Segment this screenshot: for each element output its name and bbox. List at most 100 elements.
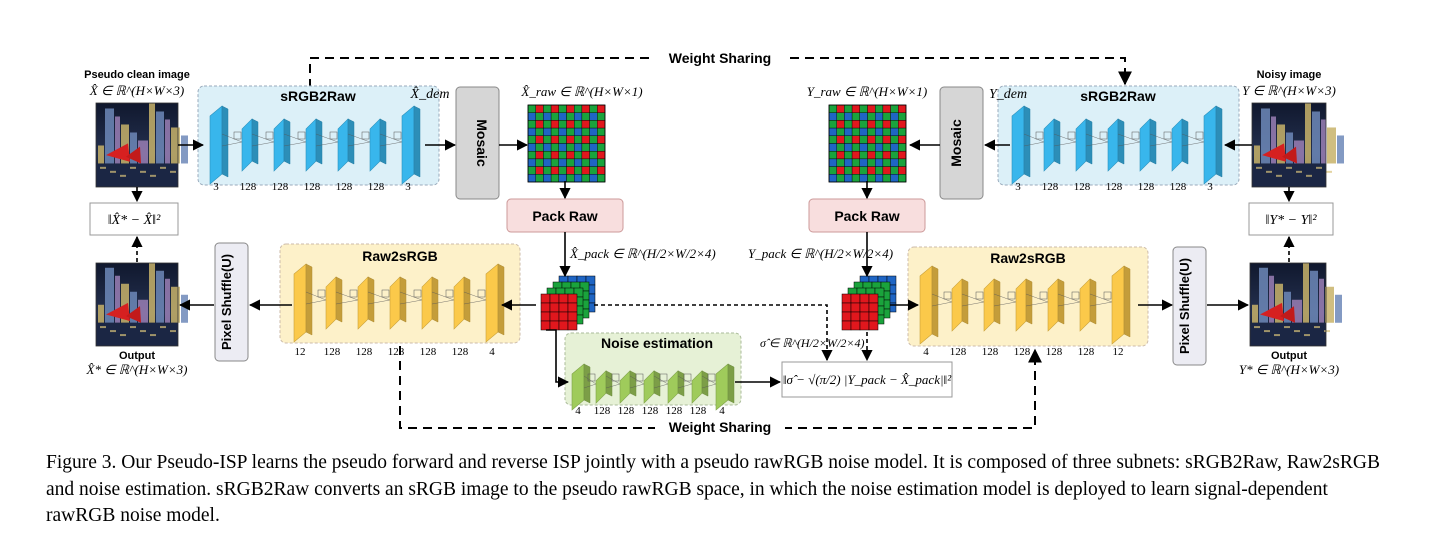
srgb2raw-right-channel-label: 3 xyxy=(1015,181,1021,193)
bayer-cell xyxy=(597,166,606,175)
x-pack-label: X̂_pack ∈ ℝ^(H/2×W/2×4) xyxy=(569,246,716,261)
packed-cell xyxy=(558,302,569,313)
srgb2raw-right-kernel-icon xyxy=(1131,131,1140,140)
left-output-math: X̂* ∈ ℝ^(H×W×3) xyxy=(86,362,188,377)
bayer-cell xyxy=(828,127,837,137)
bayer-cell xyxy=(836,166,845,175)
pseudo-clean-image-title: Pseudo clean image xyxy=(84,69,190,81)
srgb2raw-right-layer-side xyxy=(1117,118,1125,165)
packed-cell xyxy=(567,311,578,322)
bayer-cell xyxy=(867,135,876,144)
bayer-cell xyxy=(574,120,583,129)
bayer-cell xyxy=(867,104,876,113)
packed-cell xyxy=(549,293,560,304)
bayer-cell xyxy=(589,143,598,152)
bayer-cell xyxy=(527,166,536,175)
srgb2raw-right-layer xyxy=(1203,105,1217,185)
bayer-cell xyxy=(890,150,899,160)
bayer-cell xyxy=(890,127,899,137)
bayer-cell xyxy=(581,166,590,175)
bayer-cell xyxy=(566,120,575,129)
raw2srgb-left-channel-label: 128 xyxy=(324,346,341,358)
noise-estimation-layer-side xyxy=(653,370,661,397)
srgb2raw-right-channel-label: 128 xyxy=(1138,181,1155,193)
packed-tensor-right xyxy=(841,275,897,331)
bayer-cell xyxy=(836,135,845,144)
bayer-cell xyxy=(566,127,575,137)
noise-estimation-channel-label: 128 xyxy=(594,405,611,417)
bayer-cell xyxy=(581,135,590,144)
srgb2raw-right-layer-side xyxy=(1215,105,1223,178)
bayer-cell xyxy=(859,150,868,160)
bayer-cell xyxy=(851,150,860,160)
bayer-cell xyxy=(550,120,559,129)
bayer-cell xyxy=(844,104,853,113)
pack-raw-right: Pack Raw xyxy=(808,198,926,233)
noise-estimation-layer-side xyxy=(605,370,613,397)
bayer-cell xyxy=(875,120,884,129)
bayer-cell xyxy=(836,150,845,160)
srgb2raw-right-layer-side xyxy=(1085,118,1093,165)
bayer-cell xyxy=(867,112,876,121)
bayer-raw-left xyxy=(527,104,606,183)
bayer-cell xyxy=(543,135,552,144)
pack-raw-left-label: Pack Raw xyxy=(532,208,597,224)
raw2srgb-left-channel-label: 4 xyxy=(489,346,495,358)
bayer-cell xyxy=(898,135,907,144)
raw2srgb-left-kernel-icon xyxy=(381,289,390,298)
packed-cell xyxy=(868,311,879,322)
noise-estimation-title: Noise estimation xyxy=(601,335,713,351)
raw2srgb-right-layer xyxy=(1111,265,1125,345)
raw2srgb-right-layer-side xyxy=(1123,265,1131,338)
bayer-cell xyxy=(867,120,876,129)
packed-cell xyxy=(841,311,852,322)
bayer-cell xyxy=(836,158,845,167)
bayer-cell xyxy=(836,174,845,183)
bayer-cell xyxy=(535,135,544,144)
noisy-image-title: Noisy image xyxy=(1257,69,1322,81)
bayer-cell xyxy=(882,135,891,144)
noise-estimation-channel-label: 128 xyxy=(666,405,683,417)
packed-cell xyxy=(859,320,870,331)
bayer-cell xyxy=(550,158,559,167)
bayer-cell xyxy=(581,150,590,160)
bayer-cell xyxy=(844,112,853,121)
bayer-cell xyxy=(597,127,606,137)
noisy-image xyxy=(1251,102,1344,188)
x-dem-label: X̂_dem xyxy=(410,86,450,102)
bayer-cell xyxy=(898,150,907,160)
bayer-cell xyxy=(875,166,884,175)
bayer-cell xyxy=(558,112,567,121)
noise-estimation-layer-side xyxy=(677,370,685,397)
srgb2raw-left-layer-side xyxy=(315,118,323,165)
srgb2raw-right-layer-side xyxy=(1023,105,1031,178)
bayer-cell xyxy=(566,166,575,175)
bayer-cell xyxy=(828,143,837,152)
bayer-cell xyxy=(859,104,868,113)
bayer-cell xyxy=(558,174,567,183)
bayer-cell xyxy=(597,135,606,144)
raw2srgb-right-layer-side xyxy=(931,265,939,338)
bayer-cell xyxy=(875,143,884,152)
bayer-cell xyxy=(898,158,907,167)
raw2srgb-left-layer-side xyxy=(431,276,439,323)
bayer-cell xyxy=(844,150,853,160)
packed-cell xyxy=(549,311,560,322)
right-output-title: Output xyxy=(1271,350,1307,362)
bayer-cell xyxy=(851,112,860,121)
mosaic-left: Mosaic xyxy=(455,86,500,200)
bayer-cell xyxy=(535,143,544,152)
srgb2raw-right-layer xyxy=(1011,105,1025,185)
noise-estimation-kernel-icon xyxy=(707,373,716,382)
y-dem-label: Y_dem xyxy=(989,87,1027,102)
srgb2raw-left-title: sRGB2Raw xyxy=(280,88,356,104)
packed-cell xyxy=(549,320,560,331)
bayer-cell xyxy=(890,104,899,113)
bayer-cell xyxy=(597,158,606,167)
bayer-cell xyxy=(574,166,583,175)
pseudo-isp-diagram: Weight Sharing Weight Sharing Pseudo cle… xyxy=(84,50,1344,435)
pixel-shuffle-right-label: Pixel Shuffle(U) xyxy=(1177,258,1192,354)
bayer-cell xyxy=(875,112,884,121)
raw2srgb-left-layer-side xyxy=(497,263,505,336)
bayer-cell xyxy=(535,112,544,121)
